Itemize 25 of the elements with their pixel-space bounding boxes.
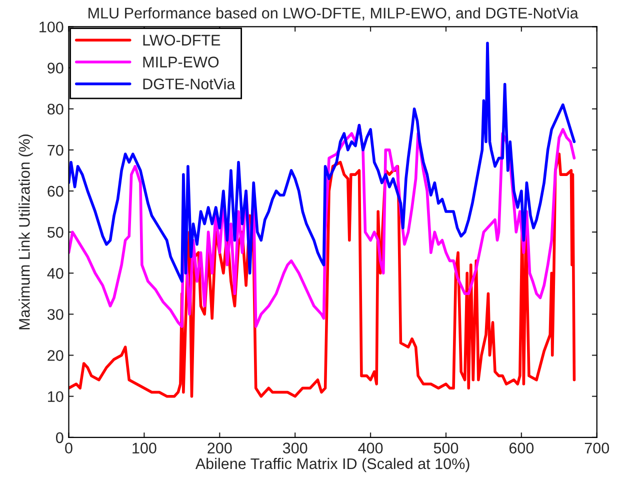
y-tick-label: 40 bbox=[47, 268, 64, 279]
legend-label: MILP-EWO bbox=[143, 56, 219, 68]
x-tick-label: 300 bbox=[282, 442, 308, 454]
x-tick-label: 700 bbox=[584, 442, 610, 454]
y-tick-label: 60 bbox=[48, 186, 64, 197]
legend-label: LWO-DFTE bbox=[143, 34, 220, 46]
y-tick-label: 70 bbox=[48, 144, 64, 156]
x-tick-label: 0 bbox=[65, 442, 72, 454]
y-tick-label: 50 bbox=[48, 226, 64, 238]
y-tick-label: 90 bbox=[48, 62, 64, 74]
y-tick-label: 80 bbox=[48, 104, 64, 115]
x-axis-title: Abilene Traffic Matrix ID (Scaled at 10%) bbox=[195, 458, 470, 472]
y-tick-label: 20 bbox=[48, 350, 64, 361]
y-tick-label: 0 bbox=[56, 432, 64, 444]
x-tick-label: 500 bbox=[434, 442, 458, 454]
x-tick-label: 100 bbox=[132, 442, 156, 454]
y-tick-label: 30 bbox=[47, 309, 64, 320]
chart-title: MLU Performance based on LWO-DFTE, MILP-EWO, and DGTE-NotVia bbox=[88, 7, 578, 20]
y-axis-title: Maximum Link Utilization (%) bbox=[18, 134, 33, 330]
x-tick-label: 400 bbox=[358, 442, 383, 454]
y-tick-label: 10 bbox=[48, 391, 64, 402]
legend-label: DGTE-NotVia bbox=[143, 78, 236, 90]
x-tick-label: 200 bbox=[208, 442, 232, 454]
y-tick-label: 100 bbox=[40, 22, 64, 32]
x-tick-label: 600 bbox=[509, 442, 534, 454]
